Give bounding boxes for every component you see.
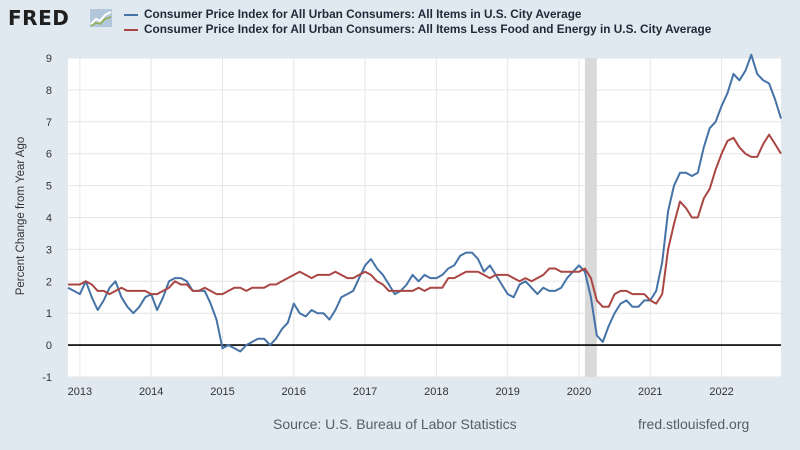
legend-swatch-1 (124, 28, 138, 31)
legend-label-0: Consumer Price Index for All Urban Consu… (144, 7, 582, 21)
legend-entry-0: Consumer Price Index for All Urban Consu… (124, 7, 711, 22)
y-tick-label: 9 (46, 53, 52, 65)
source-note: Source: U.S. Bureau of Labor Statistics (273, 416, 517, 432)
x-tick-label: 2018 (424, 386, 448, 398)
y-tick-labels: -1 0 1 2 3 4 5 6 7 8 9 (42, 53, 52, 384)
fred-logo-text: FRED (8, 6, 70, 30)
x-tick-label: 2014 (139, 386, 163, 398)
x-tick-label: 2013 (68, 386, 92, 398)
y-tick-label: 3 (46, 244, 52, 256)
y-tick-label: 8 (46, 85, 52, 97)
x-tick-label: 2015 (210, 386, 234, 398)
grid (68, 57, 781, 378)
x-tick-label: 2021 (638, 386, 662, 398)
y-tick-label: -1 (42, 372, 52, 384)
y-tick-label: 7 (46, 117, 52, 129)
y-tick-label: 2 (46, 276, 52, 288)
y-tick-label: 6 (46, 149, 52, 161)
recession-band (584, 58, 597, 377)
y-tick-label: 1 (46, 308, 52, 320)
x-tick-label: 2016 (282, 386, 306, 398)
y-tick-label: 0 (46, 340, 52, 352)
y-tick-label: 5 (46, 181, 52, 193)
series-line-0 (67, 53, 782, 353)
legend-swatch-0 (124, 13, 138, 16)
fred-chart-logo-icon (90, 9, 112, 27)
legend-entry-1: Consumer Price Index for All Urban Consu… (124, 22, 711, 37)
series-lines (67, 53, 782, 353)
legend-label-1: Consumer Price Index for All Urban Consu… (144, 22, 712, 36)
recession-shading (584, 58, 597, 377)
x-tick-label: 2020 (567, 386, 591, 398)
fred-logo: FRED (8, 6, 69, 30)
x-tick-label: 2019 (495, 386, 519, 398)
series-line-1 (68, 133, 782, 308)
x-tick-label: 2022 (709, 386, 733, 398)
y-tick-label: 4 (46, 213, 52, 225)
x-tick-labels: 2013 2014 2015 2016 2017 2018 2019 2020 2021 2022 (68, 386, 734, 398)
legend: Consumer Price Index for All Urban Consu… (124, 7, 711, 37)
x-tick-label: 2017 (353, 386, 377, 398)
fred-url[interactable]: fred.stlouisfed.org (638, 416, 750, 432)
